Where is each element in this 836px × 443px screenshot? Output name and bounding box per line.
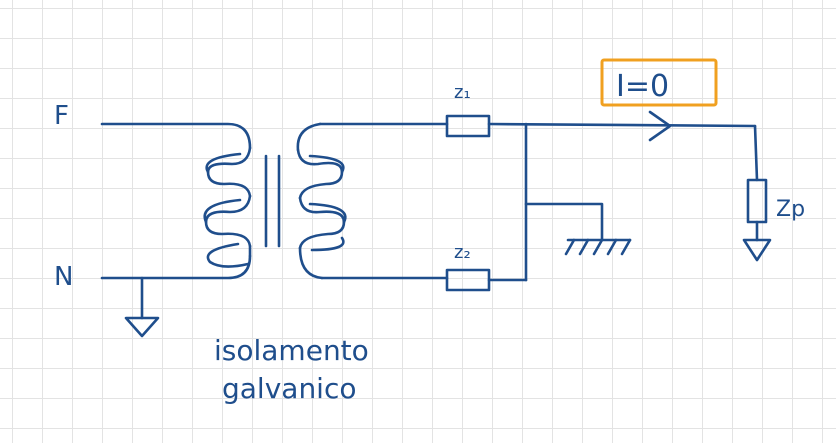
phase-label: F (54, 101, 69, 131)
top-wire-right (487, 122, 757, 128)
zp-label: Zp (776, 197, 805, 222)
isolation-label-line2: galvanico (222, 372, 357, 405)
current-highlight-box (600, 58, 718, 107)
current-arrow-icon (648, 110, 672, 142)
phase-wire (100, 122, 252, 150)
current-label: I=0 (616, 69, 669, 104)
earth-branch (524, 202, 604, 242)
secondary-coil (296, 122, 347, 280)
isolation-label-line1: isolamento (214, 334, 369, 367)
z1-label: z₁ (454, 82, 471, 103)
neutral-wire (100, 254, 252, 280)
resistor-z2 (445, 268, 491, 292)
load-wire-top (753, 124, 759, 182)
z2-label: z₂ (454, 242, 471, 263)
primary-coil (203, 146, 252, 268)
resistor-zp (746, 178, 768, 224)
earth-ground-icon (564, 238, 632, 256)
resistor-z1 (445, 114, 491, 138)
neutral-label: N (54, 262, 73, 292)
load-ground-icon (742, 238, 772, 262)
neutral-ground-icon (124, 316, 160, 338)
